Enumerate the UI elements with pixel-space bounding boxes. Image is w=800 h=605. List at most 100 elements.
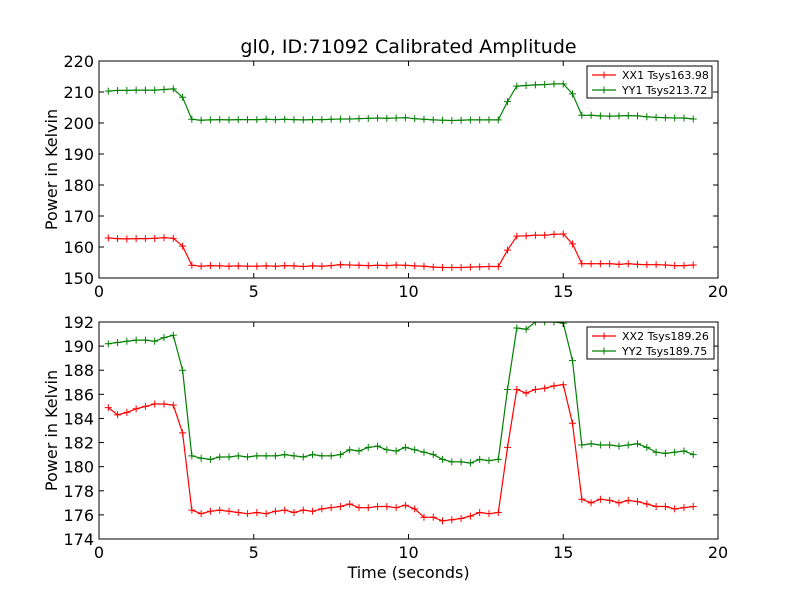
data-point-1-2-1 [104,87,112,95]
data-point-1-1-47 [531,231,539,239]
data-point-1-2-31 [383,114,391,122]
data-point-1-1-39 [457,263,465,271]
data-point-1-2-59 [643,113,651,121]
y-tick-label-1-3: 170 [63,207,94,226]
data-point-2-2-43 [494,455,502,463]
data-point-1-2-12 [206,116,214,124]
x-tick-label-1-1: 0 [94,282,104,301]
legend-marker-1-2 [600,86,608,94]
y-tick-label-2-1: 174 [63,530,94,549]
data-point-1-2-50 [559,80,567,88]
data-point-2-1-15 [234,508,242,516]
data-point-1-2-10 [188,115,196,123]
data-point-1-2-16 [244,116,252,124]
data-point-1-1-50 [559,230,567,238]
y-tick-label-2-8: 188 [63,361,94,380]
data-point-2-2-55 [606,441,614,449]
data-point-2-2-40 [466,459,474,467]
data-point-1-1-41 [476,263,484,271]
data-point-1-2-44 [504,98,512,106]
legend-label-2-1: XX2 Tsys189.26 [622,330,709,343]
data-point-1-2-57 [624,112,632,120]
legend-box-2 [586,326,715,360]
data-point-2-2-31 [383,446,391,454]
data-point-2-1-53 [587,499,595,507]
data-point-2-1-41 [476,508,484,516]
y-tick-label-1-2: 160 [63,238,94,257]
data-point-2-2-13 [216,453,224,461]
series-line-2-1 [107,384,694,522]
data-point-2-2-17 [253,452,261,460]
data-point-1-1-6 [151,234,159,242]
data-point-2-2-47 [531,322,539,326]
data-point-1-2-14 [225,116,233,124]
data-point-1-1-57 [624,260,632,268]
data-point-2-2-24 [318,452,326,460]
data-point-1-2-60 [652,113,660,121]
data-point-1-1-4 [132,235,140,243]
data-point-2-1-35 [420,513,428,521]
data-point-1-1-18 [262,262,270,270]
data-point-2-2-59 [643,443,651,451]
data-point-2-1-52 [578,495,586,503]
data-point-1-1-12 [206,262,214,270]
y-tick-label-1-5: 190 [63,145,94,164]
data-point-1-2-61 [661,114,669,122]
data-point-2-1-46 [522,389,530,397]
data-point-2-2-30 [374,442,382,450]
data-point-1-2-42 [485,116,493,124]
data-point-2-1-44 [504,443,512,451]
legend-label-2-2: YY2 Tsys189.75 [621,345,707,358]
data-point-2-2-36 [429,451,437,459]
data-point-2-2-1 [104,340,112,348]
data-point-1-1-36 [429,263,437,271]
data-point-2-1-58 [634,498,642,506]
data-point-1-1-43 [494,263,502,271]
data-point-2-1-34 [411,505,419,513]
data-point-1-2-20 [281,115,289,123]
x-tick-label-1-5: 20 [708,282,728,301]
data-point-1-1-37 [439,263,447,271]
data-point-2-2-14 [225,453,233,461]
data-point-1-2-46 [522,81,530,89]
data-point-2-2-56 [615,442,623,450]
x-tick-label-1-2: 5 [249,282,259,301]
data-point-2-1-32 [392,504,400,512]
data-point-1-2-53 [587,111,595,119]
y-tick-label-1-4: 180 [63,176,94,195]
data-point-1-1-53 [587,260,595,268]
data-point-2-1-26 [336,502,344,510]
data-point-2-1-12 [206,507,214,515]
data-point-1-2-9 [179,93,187,101]
data-point-1-2-34 [411,115,419,123]
data-point-1-1-7 [160,234,168,242]
data-point-1-2-39 [457,116,465,124]
data-point-2-2-32 [392,447,400,455]
data-point-1-2-36 [429,116,437,124]
data-point-1-2-58 [634,112,642,120]
y-tick-label-2-3: 178 [63,482,94,501]
data-point-2-1-14 [225,507,233,515]
data-point-2-1-6 [151,400,159,408]
data-point-2-2-33 [401,443,409,451]
data-point-2-2-23 [309,451,317,459]
data-point-1-2-56 [615,112,623,120]
data-point-1-1-13 [216,262,224,270]
data-point-1-1-49 [550,230,558,238]
data-point-1-2-2 [114,86,122,94]
data-point-1-2-33 [401,114,409,122]
data-point-1-1-63 [680,262,688,270]
data-point-1-2-23 [309,116,317,124]
data-point-2-2-35 [420,448,428,456]
data-point-1-1-62 [671,262,679,270]
data-point-2-1-33 [401,501,409,509]
data-point-2-1-2 [114,411,122,419]
data-point-1-2-13 [216,116,224,124]
data-point-1-1-60 [652,261,660,269]
data-point-2-2-63 [680,447,688,455]
data-point-2-1-8 [169,401,177,409]
data-point-1-2-51 [569,90,577,98]
data-point-2-2-19 [271,452,279,460]
data-point-1-2-40 [466,116,474,124]
